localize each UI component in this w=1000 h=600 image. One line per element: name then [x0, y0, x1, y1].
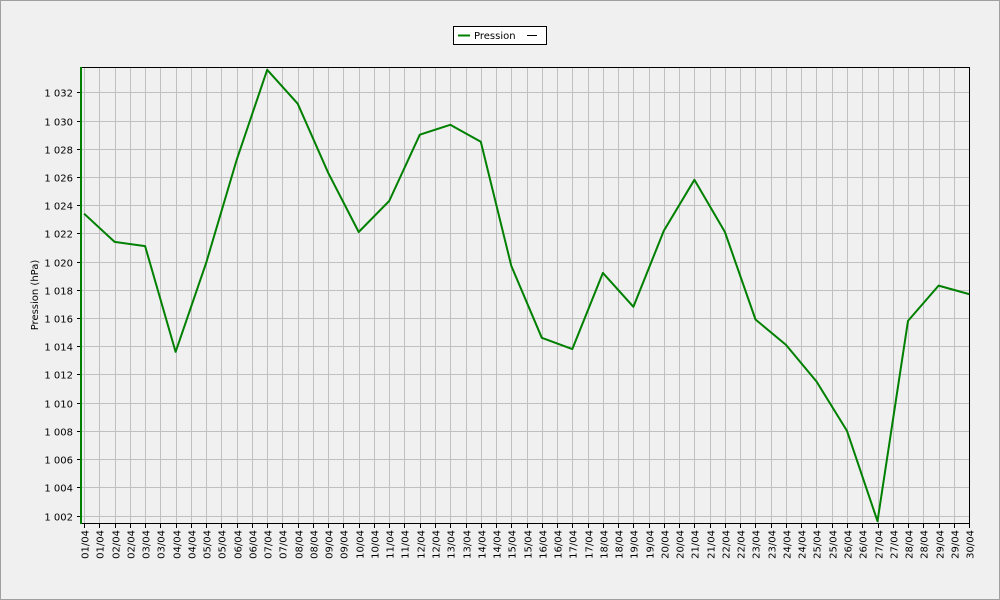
x-tick-label: 14/04	[478, 530, 489, 559]
y-tick-label: 1 026	[44, 174, 73, 185]
y-tick-label: 1 014	[44, 343, 73, 354]
y-tick-label: 1 028	[44, 146, 73, 157]
x-tick-label: 09/04	[325, 530, 336, 559]
x-tick-label: 15/04	[508, 530, 519, 559]
x-tick-label: 23/04	[768, 530, 779, 559]
x-tick-label: 03/04	[157, 530, 168, 559]
x-tick-label: 15/04	[524, 530, 535, 559]
x-tick-label: 16/04	[554, 530, 565, 559]
legend: Pression	[453, 26, 547, 45]
y-tick-label: 1 016	[44, 315, 73, 326]
x-tick-label: 10/04	[356, 530, 367, 559]
x-tick-label: 11/04	[386, 530, 397, 559]
x-tick-label: 02/04	[127, 530, 138, 559]
x-tick-label: 22/04	[722, 530, 733, 559]
x-tick-label: 19/04	[630, 530, 641, 559]
x-tick-label: 24/04	[783, 530, 794, 559]
x-tick-label: 13/04	[447, 530, 458, 559]
x-tick-label: 20/04	[661, 530, 672, 559]
x-tick-label: 24/04	[798, 530, 809, 559]
data-line	[83, 68, 970, 523]
x-tick-label: 01/04	[96, 530, 107, 559]
x-tick-label: 16/04	[539, 530, 550, 559]
y-tick-label: 1 024	[44, 202, 73, 213]
x-tick-label: 27/04	[890, 530, 901, 559]
x-tick-label: 20/04	[676, 530, 687, 559]
legend-box	[453, 26, 547, 45]
x-tick-label: 07/04	[279, 530, 290, 559]
x-tick-label: 22/04	[737, 530, 748, 559]
x-tick-label: 21/04	[691, 530, 702, 559]
x-tick-label: 12/04	[432, 530, 443, 559]
x-tick-label: 19/04	[646, 530, 657, 559]
x-tick-label: 04/04	[173, 530, 184, 559]
x-tick-label: 11/04	[401, 530, 412, 559]
x-tick-label: 05/04	[203, 530, 214, 559]
y-tick-label: 1 030	[44, 118, 73, 129]
x-tick-label: 10/04	[371, 530, 382, 559]
x-tick-label: 26/04	[844, 530, 855, 559]
x-tick-label: 09/04	[340, 530, 351, 559]
x-tick-label: 29/04	[951, 530, 962, 559]
x-tick-label: 05/04	[218, 530, 229, 559]
x-tick-label: 14/04	[493, 530, 504, 559]
y-tick-label: 1 018	[44, 287, 73, 298]
x-tick-label: 13/04	[463, 530, 474, 559]
x-tick-label: 06/04	[234, 530, 245, 559]
x-tick-label: 30/04	[966, 530, 977, 559]
x-tick-label: 08/04	[310, 530, 321, 559]
x-tick-label: 06/04	[249, 530, 260, 559]
y-tick-label: 1 032	[44, 89, 73, 100]
y-tick-label: 1 012	[44, 371, 73, 382]
x-tick-label: 28/04	[905, 530, 916, 559]
plot-area	[81, 67, 970, 524]
x-tick-label: 02/04	[112, 530, 123, 559]
x-tick-label: 27/04	[875, 530, 886, 559]
x-tick-label: 07/04	[264, 530, 275, 559]
x-tick-label: 17/04	[569, 530, 580, 559]
y-tick-label: 1 004	[44, 484, 73, 495]
x-tick-label: 25/04	[829, 530, 840, 559]
x-tick-label: 23/04	[752, 530, 763, 559]
x-tick-label: 08/04	[295, 530, 306, 559]
x-tick-label: 18/04	[615, 530, 626, 559]
x-tick-label: 26/04	[859, 530, 870, 559]
x-tick-label: 28/04	[920, 530, 931, 559]
x-tick-label: 25/04	[813, 530, 824, 559]
x-tick-label: 04/04	[188, 530, 199, 559]
y-axis-title: Pression (hPa)	[30, 260, 41, 331]
x-tick-label: 12/04	[417, 530, 428, 559]
legend-label: Pression	[474, 31, 516, 42]
y-tick-label: 1 022	[44, 230, 73, 241]
x-tick-label: 21/04	[707, 530, 718, 559]
y-tick-label: 1 002	[44, 513, 73, 524]
x-tick-label: 29/04	[936, 530, 947, 559]
y-tick-label: 1 006	[44, 456, 73, 467]
y-tick-label: 1 008	[44, 428, 73, 439]
x-tick-label: 18/04	[600, 530, 611, 559]
y-tick-label: 1 020	[44, 259, 73, 270]
x-tick-label: 17/04	[585, 530, 596, 559]
x-tick-label: 03/04	[142, 530, 153, 559]
x-tick-label: 01/04	[81, 530, 92, 559]
y-tick-label: 1 010	[44, 400, 73, 411]
